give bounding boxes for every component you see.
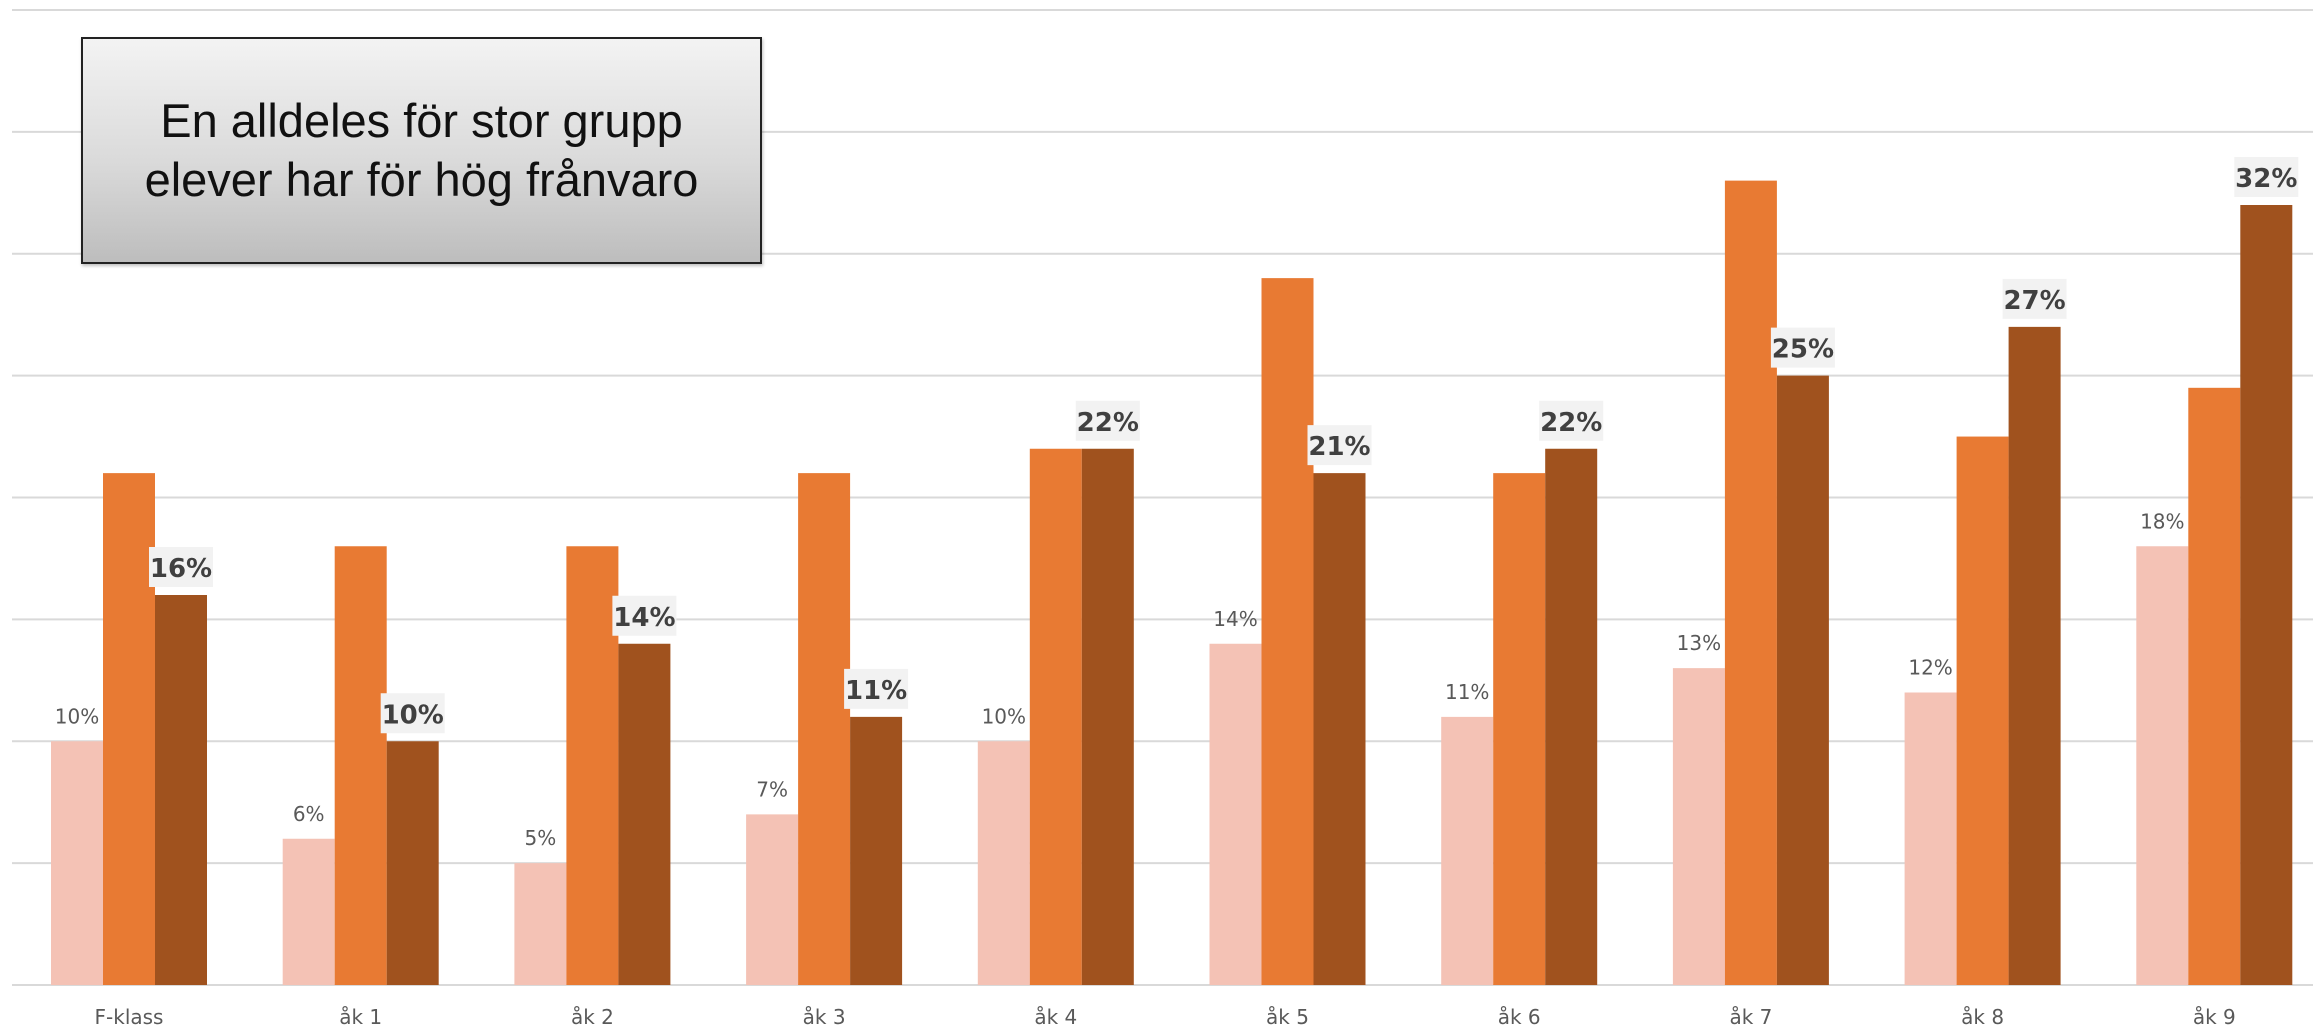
data-label-bg	[1539, 400, 1604, 441]
x-tick-label: åk 2	[571, 1005, 614, 1029]
x-tick-label: åk 4	[1034, 1005, 1077, 1029]
data-label-bg	[149, 547, 213, 587]
data-label-bg	[612, 595, 677, 636]
data-label-series-3-1: 10%	[380, 693, 445, 734]
x-tick-label: åk 8	[1961, 1005, 2004, 1029]
data-label-text: 25%	[1772, 335, 1834, 365]
bar-series-2-2	[566, 546, 619, 985]
data-label-text: 22%	[1540, 408, 1602, 438]
data-label-series-1-7: 13%	[1677, 631, 1721, 655]
data-label-series-3-6: 22%	[1539, 400, 1604, 441]
bar-series-2-3	[798, 473, 851, 985]
x-tick-label: F-klass	[95, 1005, 164, 1029]
data-label-text: 27%	[2003, 286, 2065, 316]
bar-series-1-0	[51, 741, 103, 985]
x-axis-tick-labels: F-klass åk 1 åk 2 åk 3 åk 4 åk 5 åk 6 åk 7 åk 8 å…	[95, 1005, 2236, 1029]
data-label-bg	[1307, 425, 1372, 466]
bar-series-2-1	[334, 546, 387, 985]
data-label-series-3-2: 14%	[612, 595, 677, 636]
x-tick-label: åk 5	[1266, 1005, 1309, 1029]
data-label-series-1-0: 10%	[55, 704, 99, 728]
data-label-series-1-8: 12%	[1908, 656, 1952, 680]
data-labels: 10% 16% 6% 10% 5% 14% 7% 11% 10% 22% 14% 21% 11% 22% 1…	[55, 157, 2299, 850]
x-tick-label: åk 6	[1498, 1005, 1541, 1029]
data-label-series-3-7: 25%	[1770, 327, 1835, 368]
bar-series-1-4	[977, 741, 1030, 985]
data-label-text: 32%	[2235, 164, 2297, 194]
bar-series-2-4	[1029, 448, 1082, 985]
bar-series-3-2	[618, 643, 671, 985]
bar-series-1-9	[2136, 546, 2189, 985]
data-label-text: 10%	[382, 700, 444, 730]
data-label-series-1-4: 10%	[982, 704, 1026, 728]
data-label-bg	[2002, 278, 2067, 319]
bar-series-1-3	[746, 814, 799, 985]
bar-series-3-9	[2240, 205, 2293, 985]
data-label-text: 14%	[613, 603, 675, 633]
data-label-series-3-8: 27%	[2002, 278, 2067, 319]
bar-series-2-8	[1956, 436, 2009, 985]
x-tick-label: åk 1	[339, 1005, 382, 1029]
bar-series-2-0	[103, 473, 155, 985]
data-label-series-1-1: 6%	[293, 802, 325, 826]
bar-series-1-5	[1209, 643, 1262, 985]
bar-series-2-9	[2188, 387, 2241, 985]
bars	[51, 180, 2293, 985]
callout-text: En alldeles för stor grupp elever har fö…	[144, 94, 699, 206]
data-label-series-1-5: 14%	[1213, 607, 1257, 631]
data-label-series-1-9: 18%	[2140, 509, 2184, 533]
bar-series-3-0	[155, 595, 207, 985]
data-label-series-3-3: 11%	[844, 668, 909, 709]
bar-series-3-4	[1081, 448, 1134, 985]
data-label-text: 21%	[1308, 432, 1370, 462]
bar-series-1-2	[514, 863, 567, 985]
data-label-text: 22%	[1077, 408, 1139, 438]
data-label-series-1-2: 5%	[525, 826, 557, 850]
bar-series-3-5	[1313, 473, 1366, 985]
data-label-series-3-4: 22%	[1075, 400, 1140, 441]
x-tick-label: åk 3	[803, 1005, 846, 1029]
bar-series-3-7	[1776, 375, 1829, 985]
data-label-series-3-0: 16%	[149, 547, 213, 587]
data-label-series-3-5: 21%	[1307, 425, 1372, 466]
bar-series-2-6	[1493, 473, 1546, 985]
data-label-bg	[844, 668, 909, 709]
x-tick-label: åk 9	[2193, 1005, 2236, 1029]
data-label-series-3-9: 32%	[2234, 157, 2299, 197]
data-label-text: 16%	[150, 554, 212, 584]
x-tick-label: åk 7	[1729, 1005, 1772, 1029]
bar-series-1-7	[1672, 668, 1725, 985]
data-label-bg	[1075, 400, 1140, 441]
data-label-bg	[380, 693, 445, 734]
bar-series-2-5	[1261, 278, 1314, 985]
bar-series-1-1	[282, 838, 335, 985]
bar-series-2-7	[1724, 180, 1777, 985]
bar-series-1-8	[1904, 692, 1957, 985]
bar-series-3-6	[1545, 448, 1598, 985]
callout-box: En alldeles för stor grupp elever har fö…	[81, 37, 762, 264]
data-label-series-1-6: 11%	[1445, 680, 1489, 704]
bar-series-3-3	[850, 716, 903, 985]
bar-series-1-6	[1441, 716, 1494, 985]
bar-series-3-1	[386, 741, 439, 985]
data-label-bg	[1770, 327, 1835, 368]
data-label-bg	[2234, 157, 2299, 197]
bar-series-3-8	[2008, 326, 2061, 985]
data-label-series-1-3: 7%	[756, 777, 788, 801]
data-label-text: 11%	[845, 676, 907, 706]
